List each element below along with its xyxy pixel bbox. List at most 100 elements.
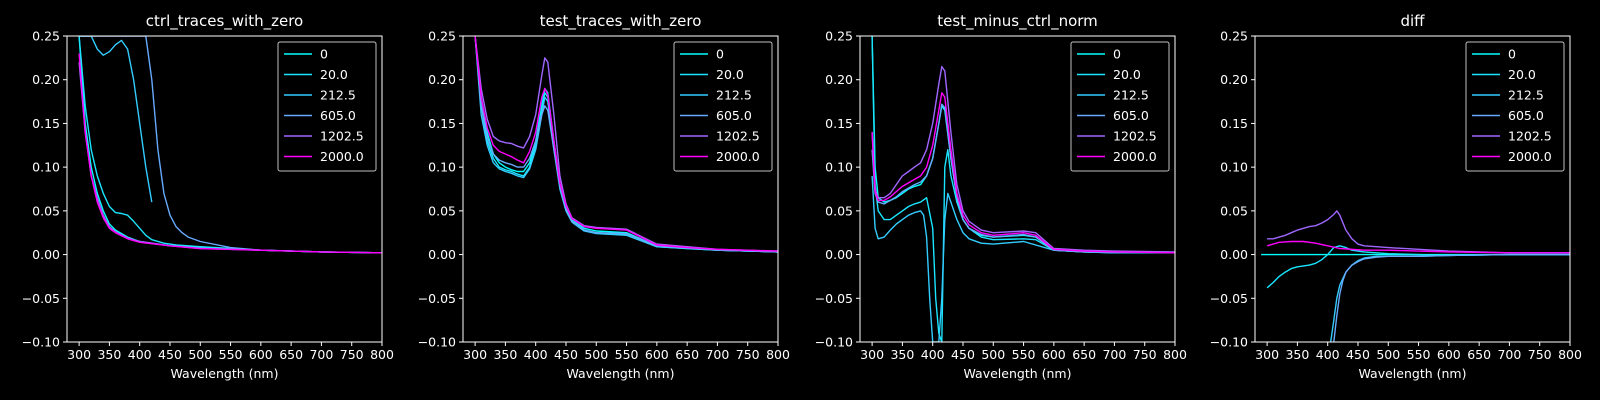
x-tick-label: 800 — [766, 347, 790, 362]
x-tick-label: 750 — [736, 347, 760, 362]
x-tick-label: 750 — [340, 347, 364, 362]
x-tick-label: 400 — [524, 347, 548, 362]
chart-title: diff — [1400, 12, 1425, 30]
y-tick-label: 0.15 — [1220, 116, 1248, 131]
chart-title: ctrl_traces_with_zero — [146, 12, 303, 31]
y-tick-label: 0.15 — [428, 116, 456, 131]
y-tick-label: −0.05 — [1210, 291, 1248, 306]
series-line-2000-0 — [78, 53, 382, 254]
x-tick-label: 300 — [860, 347, 884, 362]
x-tick-label: 800 — [370, 347, 394, 362]
legend-label: 605.0 — [1508, 108, 1544, 123]
series-line-20-0 — [78, 36, 382, 254]
legend-label: 605.0 — [320, 108, 356, 123]
x-tick-label: 350 — [1285, 347, 1309, 362]
plot-area-frame — [1254, 35, 1571, 343]
series-group — [871, 36, 1175, 342]
chart-panel-3: 300 350 400 450 500 550 600 650 700 750 800 −0.10 −0… — [815, 12, 1187, 381]
y-tick-label: 0.05 — [1220, 203, 1248, 218]
x-tick-label: 650 — [675, 347, 699, 362]
legend-label: 1202.5 — [716, 129, 760, 144]
x-tick-label: 450 — [1346, 347, 1370, 362]
legend-label: 20.0 — [1113, 67, 1141, 82]
x-tick-label: 600 — [645, 347, 669, 362]
series-line-2000-0 — [1266, 240, 1570, 254]
legend-label: 212.5 — [716, 88, 752, 103]
series-line-2000-0 — [474, 36, 778, 252]
x-axis-label: Wavelength (nm) — [567, 366, 675, 381]
y-tick-label: −0.10 — [418, 335, 456, 350]
x-tick-label: 500 — [584, 347, 608, 362]
x-tick-label: 300 — [67, 347, 91, 362]
legend: 0 20.0 212.5 605.0 1202.5 2000.0 — [1465, 41, 1565, 172]
x-tick-label: 550 — [615, 347, 639, 362]
series-line-605-0 — [474, 36, 778, 253]
y-tick-label: −0.05 — [22, 291, 60, 306]
x-tick-label: 600 — [249, 347, 273, 362]
y-tick-label: 0.00 — [428, 247, 456, 262]
x-tick-label: 700 — [1497, 347, 1521, 362]
series-line-605-0 — [79, 36, 382, 254]
x-tick-label: 650 — [1467, 347, 1491, 362]
x-tick-label: 700 — [705, 347, 729, 362]
legend: 0 20.0 212.5 605.0 1202.5 2000.0 — [1070, 41, 1170, 172]
series-line-605-0 — [871, 103, 1175, 254]
y-tick-label: 0.00 — [1220, 247, 1248, 262]
legend-label: 212.5 — [1508, 88, 1544, 103]
y-tick-label: −0.10 — [815, 335, 853, 350]
series-line-212-5 — [474, 36, 778, 253]
y-tick-label: 0.20 — [1220, 72, 1248, 87]
x-tick-label: 350 — [97, 347, 121, 362]
legend-label: 20.0 — [1508, 67, 1536, 82]
series-line-1202-5 — [871, 65, 1175, 253]
x-tick-label: 550 — [219, 347, 243, 362]
series-group — [474, 36, 778, 253]
x-tick-label: 650 — [279, 347, 303, 362]
x-tick-label: 800 — [1163, 347, 1187, 362]
plot-area-frame — [859, 35, 1176, 343]
series-line-1202-5 — [1267, 210, 1570, 254]
x-tick-label: 400 — [921, 347, 945, 362]
y-tick-label: 0.20 — [32, 72, 60, 87]
y-tick-label: 0.05 — [32, 203, 60, 218]
legend-label: 0 — [1113, 47, 1121, 62]
x-tick-label: 550 — [1407, 347, 1431, 362]
legend-label: 1202.5 — [1508, 129, 1552, 144]
x-tick-label: 750 — [1133, 347, 1157, 362]
chart-title: test_minus_ctrl_norm — [937, 12, 1098, 31]
y-tick-label: 0.15 — [32, 116, 60, 131]
x-tick-label: 300 — [1255, 347, 1279, 362]
legend-label: 0 — [320, 47, 328, 62]
x-tick-label: 300 — [463, 347, 487, 362]
legend-label: 212.5 — [320, 88, 356, 103]
series-line-212-5 — [871, 175, 1175, 342]
series-line-212-5 — [79, 36, 153, 203]
legend-label: 2000.0 — [1113, 149, 1157, 164]
series-group — [1261, 210, 1570, 342]
y-tick-label: 0.15 — [825, 116, 853, 131]
y-tick-label: 0.00 — [32, 247, 60, 262]
y-tick-label: 0.00 — [825, 247, 853, 262]
legend-label: 605.0 — [716, 108, 752, 123]
legend-label: 2000.0 — [716, 149, 760, 164]
x-tick-label: 600 — [1042, 347, 1066, 362]
legend: 0 20.0 212.5 605.0 1202.5 2000.0 — [277, 41, 377, 172]
legend-label: 0 — [1508, 47, 1516, 62]
x-tick-label: 500 — [188, 347, 212, 362]
series-line-212-5 — [1330, 253, 1570, 342]
series-line-20-0 — [474, 36, 778, 253]
y-tick-label: 0.10 — [428, 160, 456, 175]
series-line-605-0 — [1333, 253, 1570, 342]
legend-label: 20.0 — [716, 67, 744, 82]
legend: 0 20.0 212.5 605.0 1202.5 2000.0 — [673, 41, 773, 172]
y-tick-label: −0.10 — [1210, 335, 1248, 350]
legend-label: 2000.0 — [1508, 149, 1552, 164]
y-tick-label: 0.10 — [32, 160, 60, 175]
plot-area-frame — [462, 35, 779, 343]
plot-area-frame — [66, 35, 383, 343]
y-tick-label: 0.25 — [32, 29, 60, 44]
series-line-20-0 — [871, 36, 1175, 342]
x-tick-label: 450 — [554, 347, 578, 362]
x-tick-label: 450 — [951, 347, 975, 362]
